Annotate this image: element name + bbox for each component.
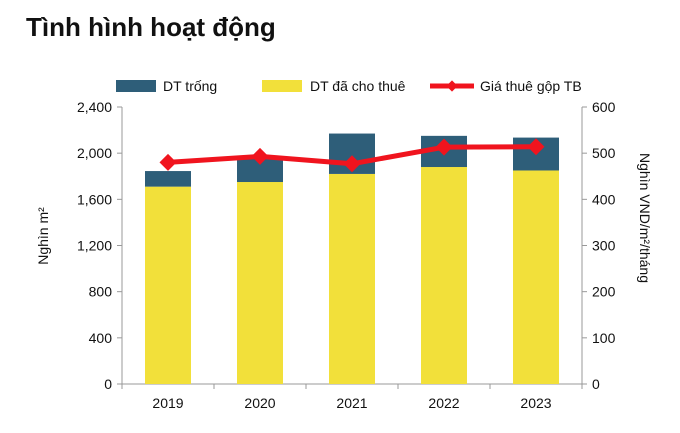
y-left-tick-label: 1,600 bbox=[77, 191, 112, 207]
y-left-axis-title: Nghìn m² bbox=[35, 207, 51, 265]
y-right-tick-label: 0 bbox=[592, 376, 600, 392]
y-left-tick-label: 400 bbox=[89, 330, 113, 346]
x-tick-label: 2022 bbox=[428, 395, 459, 411]
legend-label-leased: DT đã cho thuê bbox=[310, 78, 406, 94]
y-left-tick-label: 0 bbox=[104, 376, 112, 392]
y-right-tick-label: 600 bbox=[592, 99, 616, 115]
y-left-tick-label: 800 bbox=[89, 284, 113, 300]
y-left-tick-label: 2,000 bbox=[77, 145, 112, 161]
rent-point-2022 bbox=[435, 138, 453, 156]
y-right-tick-label: 200 bbox=[592, 284, 616, 300]
bar-vacant-2019 bbox=[145, 171, 191, 187]
y-left-tick-label: 2,400 bbox=[77, 99, 112, 115]
legend-swatch-rent-marker bbox=[446, 80, 458, 92]
x-tick-label: 2019 bbox=[152, 395, 183, 411]
x-tick-label: 2023 bbox=[520, 395, 551, 411]
rent-point-2023 bbox=[527, 138, 545, 156]
bar-leased-2021 bbox=[329, 173, 375, 384]
chart-title: Tình hình hoạt động bbox=[26, 12, 276, 42]
bar-leased-2020 bbox=[237, 182, 283, 384]
y-right-tick-label: 100 bbox=[592, 330, 616, 346]
y-left-tick-label: 1,200 bbox=[77, 238, 112, 254]
y-right-axis-title: Nghìn VND/m²/tháng bbox=[637, 153, 653, 283]
bar-leased-2022 bbox=[421, 167, 467, 384]
legend-swatch-vacant bbox=[116, 80, 156, 92]
x-tick-label: 2021 bbox=[336, 395, 367, 411]
y-right-tick-label: 500 bbox=[592, 145, 616, 161]
x-tick-label: 2020 bbox=[244, 395, 275, 411]
bar-leased-2023 bbox=[513, 170, 559, 384]
legend-label-vacant: DT trống bbox=[163, 78, 217, 94]
bar-leased-2019 bbox=[145, 186, 191, 384]
legend-swatch-leased bbox=[262, 80, 302, 92]
rent-point-2021 bbox=[343, 155, 361, 173]
rent-point-2019 bbox=[159, 153, 177, 171]
legend-label-rent: Giá thuê gộp TB bbox=[480, 78, 582, 94]
rent-point-2020 bbox=[251, 147, 269, 165]
y-right-tick-label: 300 bbox=[592, 238, 616, 254]
y-right-tick-label: 400 bbox=[592, 191, 616, 207]
legend: DT trống DT đã cho thuê Giá thuê gộp TB bbox=[116, 78, 582, 94]
